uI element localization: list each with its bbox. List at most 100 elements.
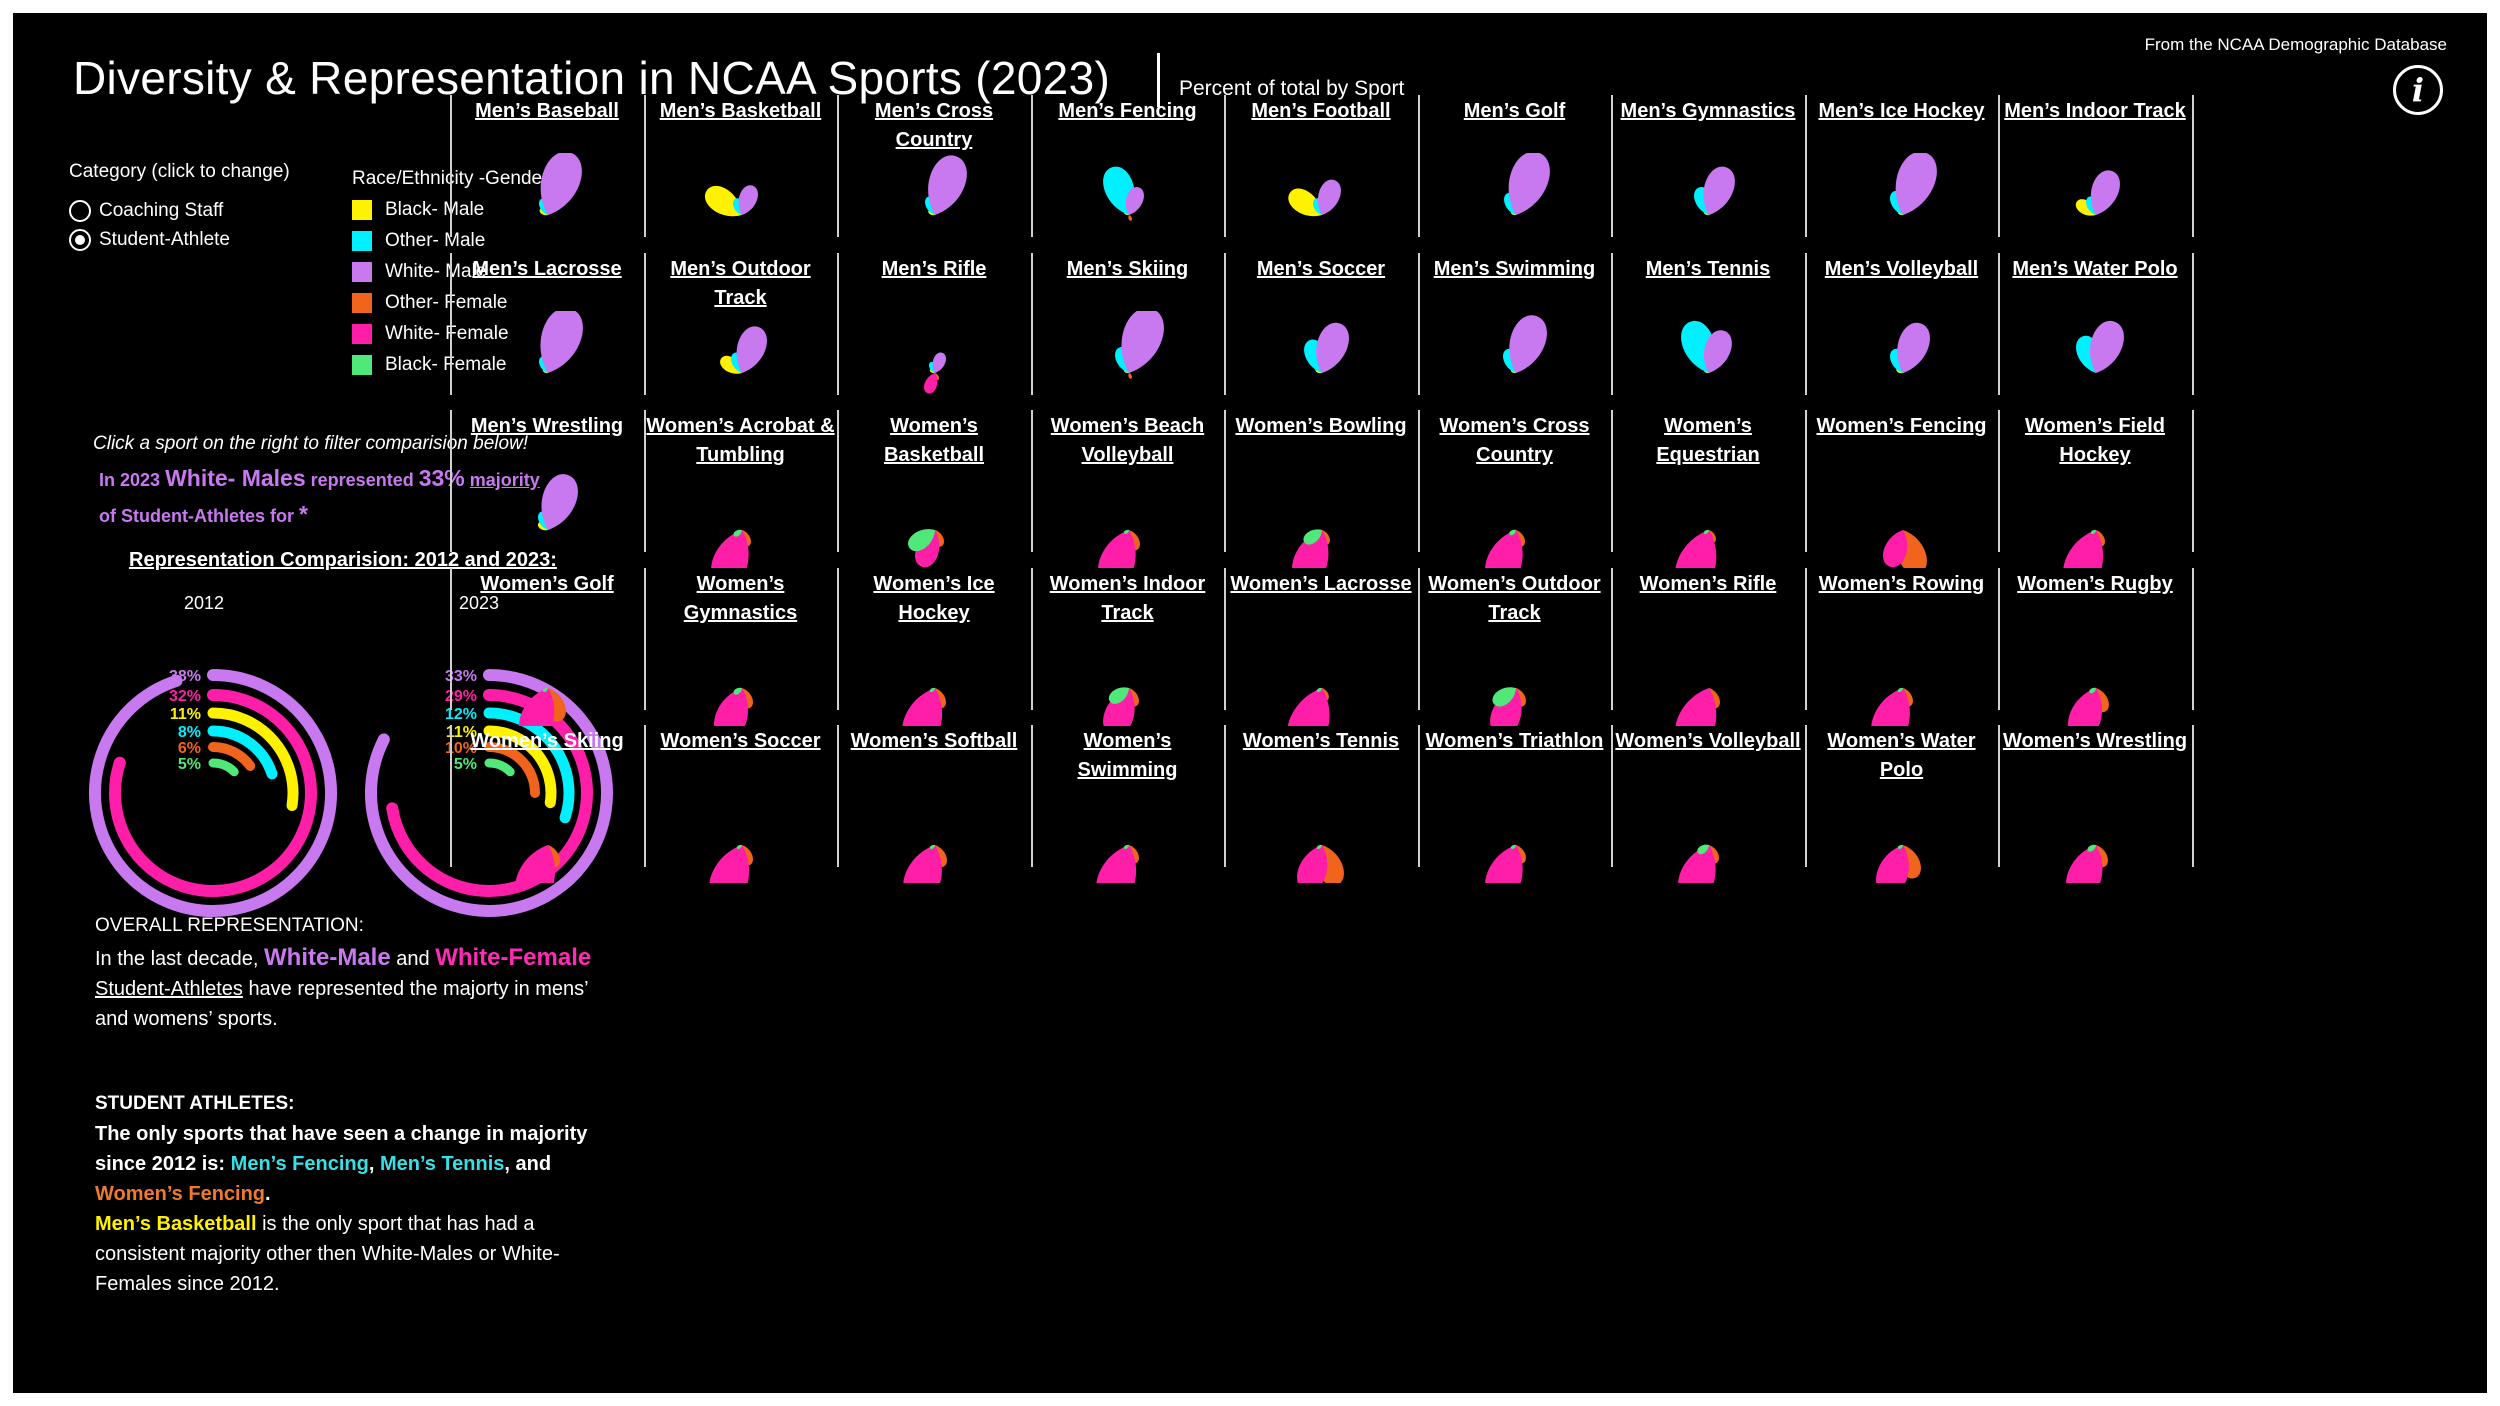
radial-bar-other-female[interactable] [484,742,540,798]
sport-link-womens-soccer[interactable]: Women’s Soccer [660,730,821,752]
sport-link-mens-lacrosse[interactable]: Men’s Lacrosse [472,258,622,280]
sport-link-womens-skiing[interactable]: Women’s Skiing [470,730,624,752]
petal-chart-mens-football[interactable] [1227,153,1417,253]
sport-link-mens-water-polo[interactable]: Men’s Water Polo [2012,258,2178,280]
category-option-student-athlete[interactable]: Student-Athlete [69,227,230,253]
sport-link-womens-triathlon[interactable]: Women’s Triathlon [1425,730,1604,752]
sport-link-mens-tennis[interactable]: Men’s Tennis [1645,258,1771,280]
sport-link-mens-cross-country[interactable]: Men’s Cross Country [874,100,994,151]
legend-item-other-female[interactable]: Other- Female [352,291,507,315]
petal-chart-womens-water-polo[interactable] [1808,783,1998,883]
radial-bar-white-female[interactable] [109,689,317,897]
petal-chart-womens-equestrian[interactable] [1614,468,1804,568]
radial-bar-other-male[interactable] [207,725,278,780]
radial-bar-white-male[interactable] [89,669,337,917]
petal-chart-womens-rowing[interactable] [1808,626,1998,726]
sport-link-mens-indoor-track[interactable]: Men’s Indoor Track [2004,100,2186,122]
radio-unchecked-icon[interactable] [69,200,91,222]
petal-chart-womens-rugby[interactable] [2001,626,2191,726]
petal-chart-womens-triathlon[interactable] [1421,783,1611,883]
petal-chart-mens-wrestling[interactable] [453,468,643,568]
sport-link-mens-wrestling[interactable]: Men’s Wrestling [470,415,624,437]
petal-chart-womens-lacrosse[interactable] [1227,626,1417,726]
petal-chart-womens-swimming[interactable] [1034,783,1224,883]
petal-chart-womens-basketball[interactable] [840,468,1030,568]
petal-chart-womens-soccer[interactable] [647,783,837,883]
sport-link-mens-ice-hockey[interactable]: Men’s Ice Hockey [1818,100,1985,122]
sport-link-mens-swimming[interactable]: Men’s Swimming [1433,258,1596,280]
sport-link-womens-rugby[interactable]: Women’s Rugby [2017,573,2173,595]
sport-link-womens-bowling[interactable]: Women’s Bowling [1235,415,1407,437]
petal-chart-womens-beach-volleyball[interactable] [1034,468,1224,568]
petal-chart-mens-swimming[interactable] [1421,311,1611,411]
sport-link-womens-fencing[interactable]: Women’s Fencing [1816,415,1987,437]
petal-chart-womens-fencing[interactable] [1808,468,1998,568]
radial-bar-other-female[interactable] [208,742,256,771]
petal-chart-mens-lacrosse[interactable] [453,311,643,411]
sport-link-womens-indoor-track[interactable]: Women’s Indoor Track [1049,573,1206,624]
petal-chart-womens-gymnastics[interactable] [647,626,837,726]
legend-item-black-male[interactable]: Black- Male [352,198,484,222]
petal-chart-womens-ice-hockey[interactable] [840,626,1030,726]
petal-chart-mens-baseball[interactable] [453,153,643,253]
sport-link-womens-swimming[interactable]: Women’s Swimming [1077,730,1178,781]
petal-chart-womens-tennis[interactable] [1227,783,1417,883]
radio-checked-icon[interactable] [69,229,91,251]
radial-bar-black-male[interactable] [483,725,557,809]
sport-link-mens-outdoor-track[interactable]: Men’s Outdoor Track [670,258,811,309]
petal-chart-mens-volleyball[interactable] [1808,311,1998,411]
sport-link-mens-soccer[interactable]: Men’s Soccer [1256,258,1386,280]
petal-chart-mens-water-polo[interactable] [2001,311,2191,411]
sport-link-womens-acrobat-tumbling[interactable]: Women’s Acrobat & Tumbling [646,415,835,466]
petal-chart-mens-basketball[interactable] [647,153,837,253]
sport-link-mens-baseball[interactable]: Men’s Baseball [475,100,619,122]
petal-chart-mens-skiing[interactable] [1034,311,1224,411]
radial-bar-black-female[interactable] [484,758,515,777]
petal-chart-mens-tennis[interactable] [1614,311,1804,411]
petal-chart-womens-skiing[interactable] [453,783,643,883]
radial-bar-white-male[interactable] [365,669,613,917]
petal-chart-mens-golf[interactable] [1421,153,1611,253]
sport-link-mens-football[interactable]: Men’s Football [1251,100,1391,122]
sport-link-womens-rowing[interactable]: Women’s Rowing [1818,573,1985,595]
category-option-coaching-staff[interactable]: Coaching Staff [69,198,223,224]
legend-item-white-male[interactable]: White- Male [352,260,486,284]
sport-link-mens-rifle[interactable]: Men’s Rifle [881,258,987,280]
sport-link-mens-gymnastics[interactable]: Men’s Gymnastics [1620,100,1796,122]
petal-chart-womens-wrestling[interactable] [2001,783,2191,883]
petal-chart-mens-outdoor-track[interactable] [647,311,837,411]
sport-link-mens-basketball[interactable]: Men’s Basketball [659,100,822,122]
sport-link-womens-equestrian[interactable]: Women’s Equestrian [1656,415,1760,466]
sport-link-womens-golf[interactable]: Women’s Golf [480,573,614,595]
petal-chart-mens-soccer[interactable] [1227,311,1417,411]
sport-link-womens-basketball[interactable]: Women’s Basketball [883,415,985,466]
petal-chart-mens-rifle[interactable] [840,311,1030,411]
sport-link-womens-water-polo[interactable]: Women’s Water Polo [1827,730,1976,781]
sport-link-womens-outdoor-track[interactable]: Women’s Outdoor Track [1428,573,1601,624]
radial-bar-black-female[interactable] [208,758,239,777]
petal-chart-womens-volleyball[interactable] [1614,783,1804,883]
radial-bar-black-male[interactable] [207,707,299,812]
sport-link-mens-skiing[interactable]: Men’s Skiing [1066,258,1189,280]
sport-link-womens-softball[interactable]: Women’s Softball [850,730,1018,752]
sport-link-womens-tennis[interactable]: Women’s Tennis [1242,730,1400,752]
petal-chart-womens-indoor-track[interactable] [1034,626,1224,726]
sport-link-womens-lacrosse[interactable]: Women’s Lacrosse [1230,573,1412,595]
legend-item-white-female[interactable]: White- Female [352,322,509,346]
petal-chart-womens-acrobat-tumbling[interactable] [647,468,837,568]
info-icon[interactable]: i [2393,65,2443,115]
petal-chart-womens-golf[interactable] [453,626,643,726]
petal-chart-mens-gymnastics[interactable] [1614,153,1804,253]
sport-link-mens-golf[interactable]: Men’s Golf [1463,100,1566,122]
petal-chart-womens-softball[interactable] [840,783,1030,883]
sport-link-mens-volleyball[interactable]: Men’s Volleyball [1824,258,1979,280]
petal-chart-womens-rifle[interactable] [1614,626,1804,726]
petal-chart-womens-bowling[interactable] [1227,468,1417,568]
legend-item-black-female[interactable]: Black- Female [352,353,506,377]
sport-link-mens-fencing[interactable]: Men’s Fencing [1058,100,1197,122]
sport-link-womens-field-hockey[interactable]: Women’s Field Hockey [2024,415,2166,466]
sport-link-womens-wrestling[interactable]: Women’s Wrestling [2002,730,2188,752]
petal-chart-womens-cross-country[interactable] [1421,468,1611,568]
sport-link-womens-gymnastics[interactable]: Women’s Gymnastics [683,573,798,624]
petal-chart-mens-indoor-track[interactable] [2001,153,2191,253]
